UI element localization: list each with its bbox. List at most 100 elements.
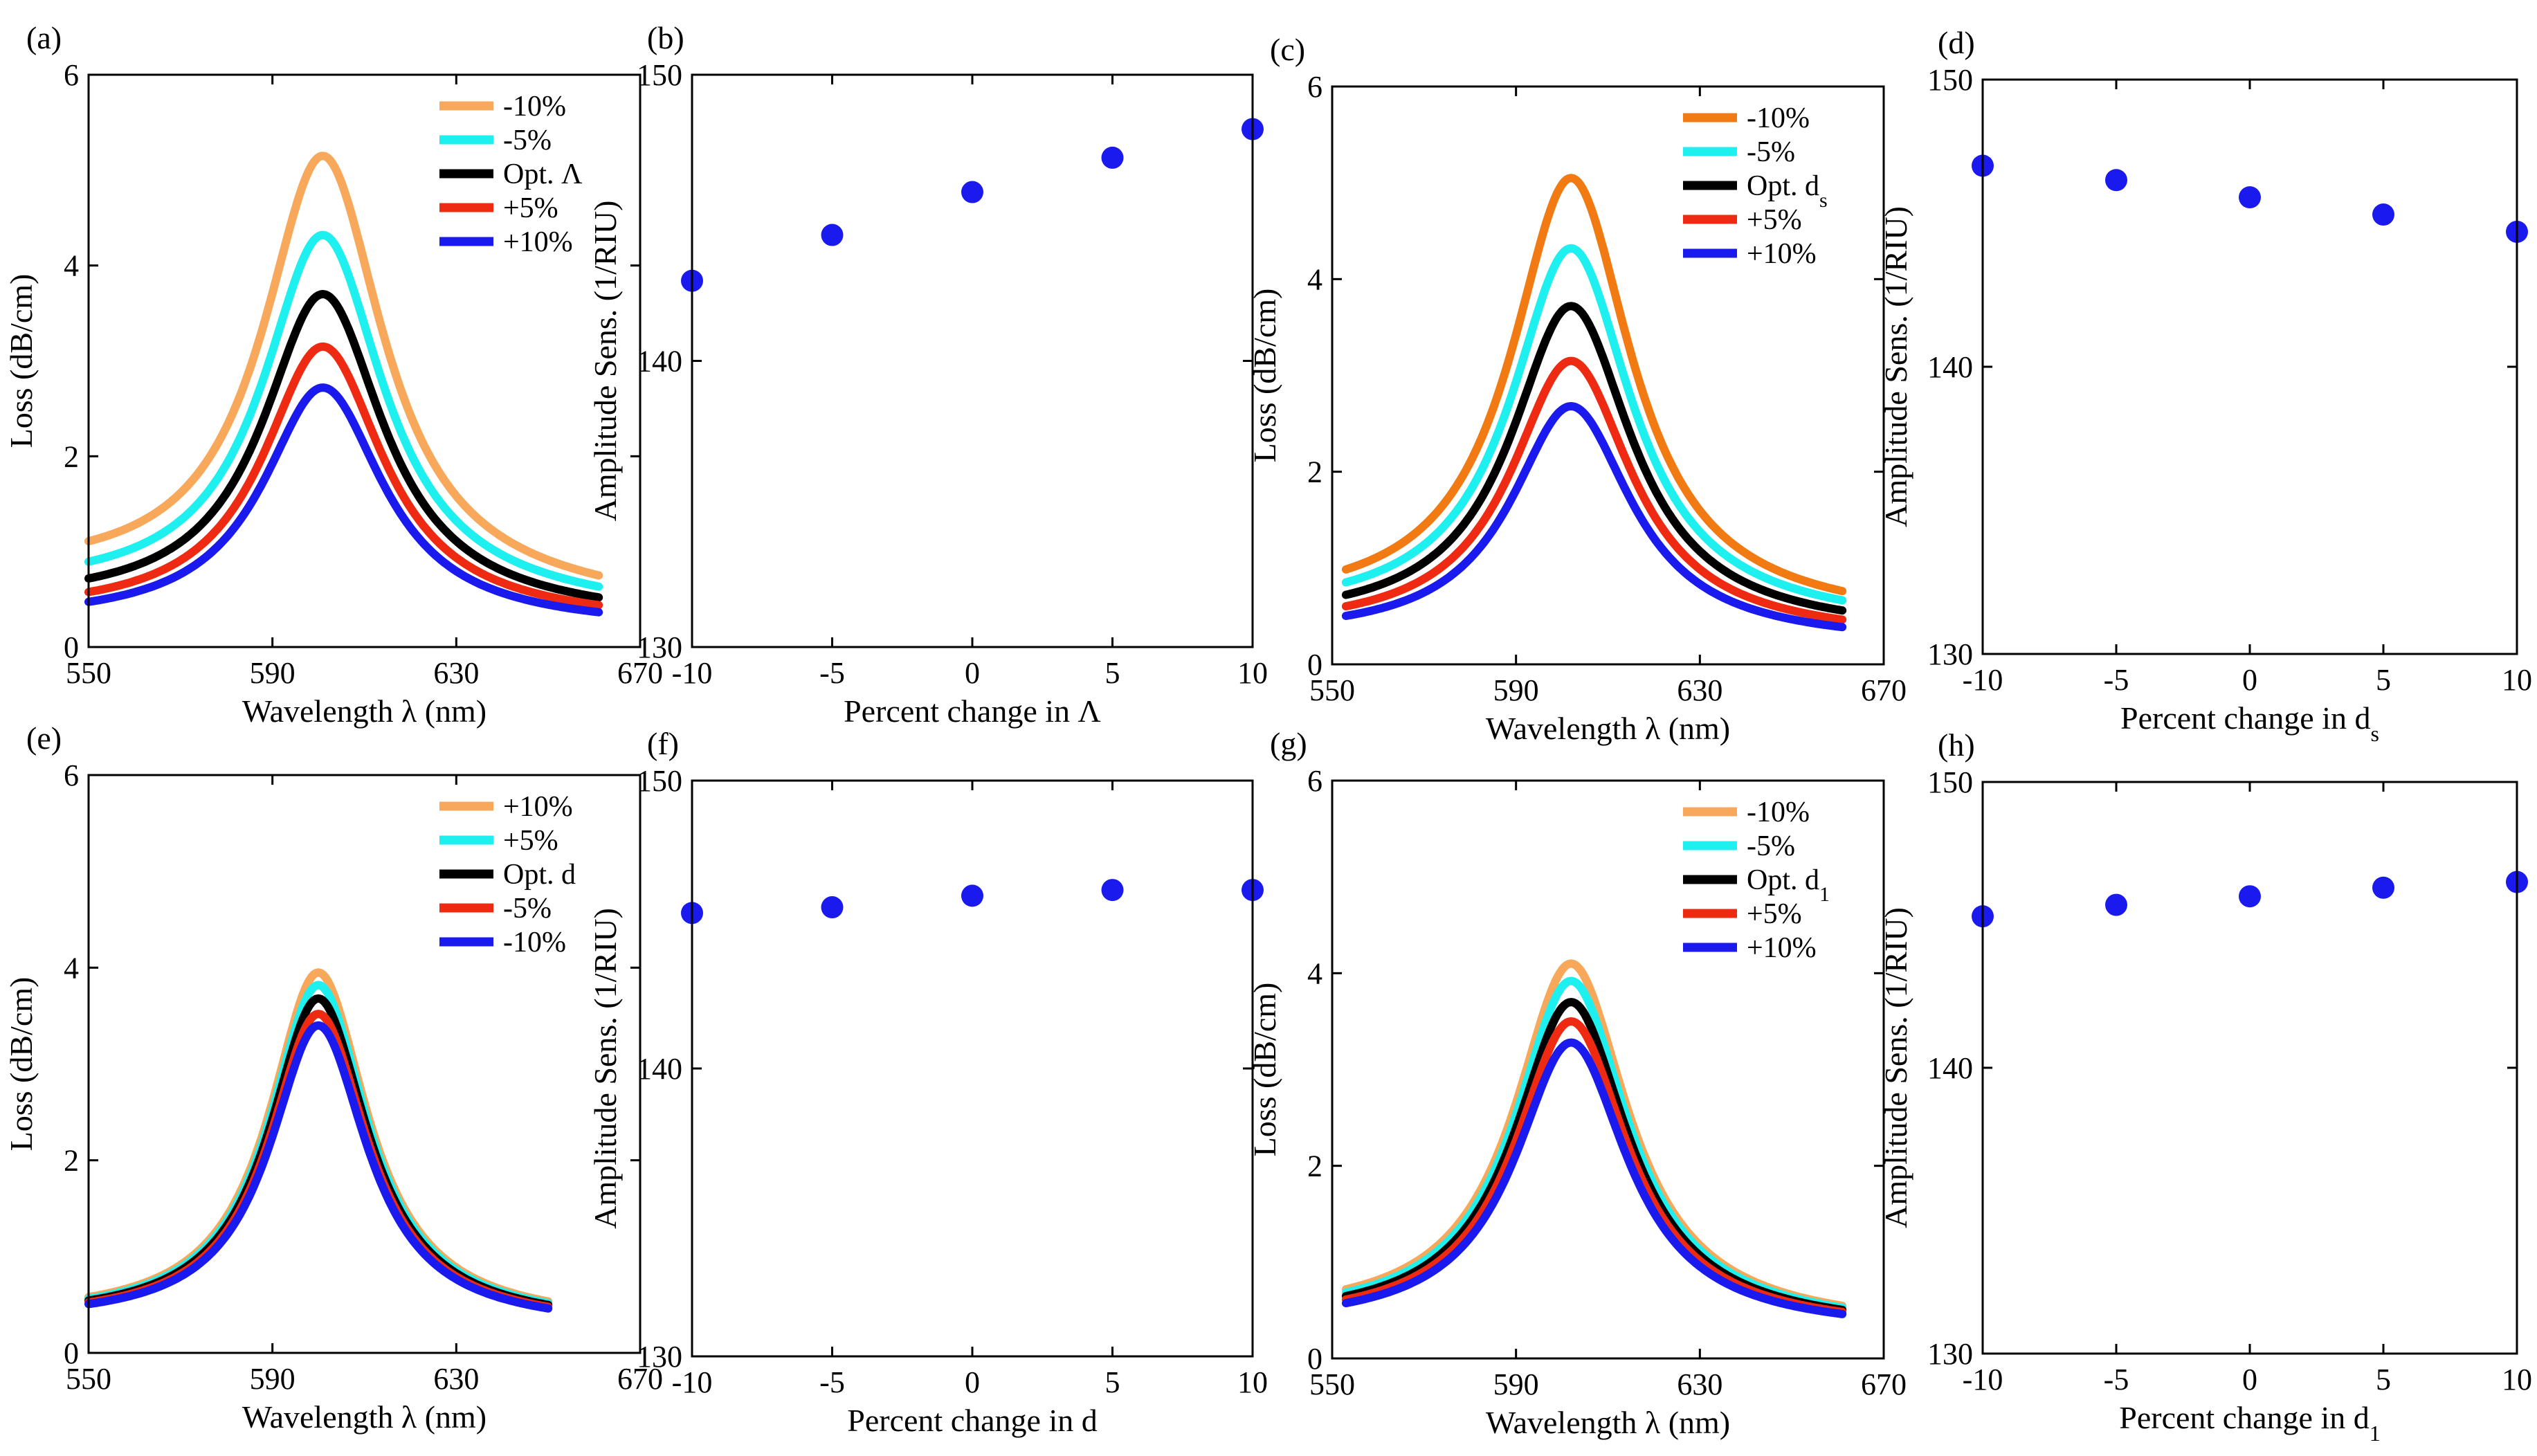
legend-label-0: +10% (503, 791, 573, 823)
y-tick-label: 150 (637, 764, 682, 798)
series-line-1 (1341, 244, 1847, 605)
series-line-2 (84, 290, 603, 602)
axes-frame (691, 73, 1254, 648)
x-tick-label: 670 (1861, 1367, 1907, 1401)
x-axis-label: Wavelength λ (nm) (1486, 1405, 1730, 1440)
chart-panel-d: -10 -5 0 5 10 130 140 150 Percent change in ds Am… (1878, 25, 2532, 746)
x-tick-label: 10 (1237, 656, 1268, 690)
x-tick-label: -10 (1963, 663, 2003, 697)
x-axis-label: Percent change in d (847, 1403, 1097, 1438)
legend-label-text: Opt. Λ (503, 158, 583, 190)
x-axis-label-text: Wavelength λ (nm) (242, 1399, 487, 1435)
axes-frame (691, 779, 1254, 1358)
series-line-4 (1341, 402, 1847, 632)
y-tick-label: 150 (1927, 765, 1973, 799)
legend-label-text: -10% (1747, 797, 1810, 828)
x-tick-label: -5 (2104, 1363, 2129, 1396)
y-tick-label: 6 (64, 758, 79, 792)
series-line-4 (1341, 1038, 1847, 1318)
x-axis-label: Percent change in d1 (2119, 1400, 2380, 1446)
series-line-3 (1341, 356, 1847, 624)
y-tick-label: 6 (1307, 70, 1322, 104)
panel-label: (a) (26, 20, 62, 55)
y-tick-label: 130 (637, 630, 682, 664)
series-line-4 (84, 1021, 553, 1313)
legend-label-text: +10% (503, 791, 573, 823)
legend-label-2: Opt. ds (1747, 170, 1828, 212)
series-line-1 (84, 230, 603, 591)
legend-label-1: -5% (1747, 830, 1795, 862)
legend-label-2: Opt. Λ (503, 158, 583, 190)
y-axis-label: Loss (dB/cm) (3, 274, 39, 448)
legend-label-4: -10% (503, 927, 566, 958)
data-point-3 (2372, 876, 2394, 899)
x-tick-label: 630 (1677, 673, 1722, 707)
data-point-3 (1101, 879, 1124, 902)
legend-label-3: +5% (1747, 204, 1802, 236)
x-tick-label: 0 (2242, 663, 2257, 697)
x-tick-label: -10 (1963, 1363, 2003, 1396)
chart-panel-a: 550 590 630 670 0 2 4 6 Wavelength λ (nm) Loss (d… (3, 20, 663, 729)
legend-label-4: +10% (503, 226, 573, 258)
legend-label-text: -5% (1747, 830, 1795, 862)
legend-label-3: -5% (503, 893, 552, 925)
x-tick-label: 5 (1105, 1365, 1120, 1399)
series-line-4 (84, 383, 603, 617)
legend-label-1: -5% (1747, 136, 1795, 168)
x-axis-label-text: Wavelength λ (nm) (1486, 711, 1730, 746)
x-axis-label-text: Wavelength λ (nm) (242, 693, 487, 729)
x-tick-label: 590 (1493, 1367, 1539, 1401)
x-axis-label-subscript: 1 (2370, 1421, 2381, 1446)
panel-label: (c) (1270, 32, 1305, 67)
y-axis-label: Amplitude Sens. (1/RIU) (588, 201, 623, 522)
y-tick-label: 2 (64, 439, 79, 473)
legend-label-text: +10% (1747, 238, 1817, 270)
x-tick-label: -5 (2104, 663, 2129, 697)
x-tick-label: -5 (819, 1365, 845, 1399)
axes-frame (1331, 85, 1885, 666)
x-axis-label: Wavelength λ (nm) (242, 1399, 487, 1435)
x-tick-label: 590 (1493, 673, 1539, 707)
legend-label-text: +10% (1747, 932, 1817, 964)
x-tick-label: -5 (819, 656, 845, 690)
legend-label-subscript: s (1819, 189, 1828, 212)
series-line-1 (84, 981, 553, 1308)
y-tick-label: 140 (637, 345, 682, 379)
legend-label-text: +5% (503, 192, 558, 224)
y-tick-label: 140 (1927, 350, 1973, 384)
data-point-2 (961, 884, 983, 907)
legend-label-subscript: 1 (1819, 883, 1830, 906)
x-tick-label: 5 (1105, 656, 1120, 690)
y-axis-label: Loss (dB/cm) (3, 977, 39, 1152)
panel-label: (f) (647, 726, 679, 761)
y-axis-label: Amplitude Sens. (1/RIU) (1878, 206, 1913, 527)
y-tick-label: 6 (64, 58, 79, 92)
x-axis-label: Wavelength λ (nm) (242, 693, 487, 729)
chart-panel-g: 550 590 630 670 0 2 4 6 Wavelength λ (nm) Loss (d… (1247, 726, 1907, 1440)
x-tick-label: 590 (250, 1362, 295, 1396)
legend-label-1: -5% (503, 125, 552, 156)
x-axis-label: Wavelength λ (nm) (1486, 711, 1730, 746)
legend-label-text: -5% (1747, 136, 1795, 168)
data-point-2 (2239, 186, 2261, 209)
chart-panel-h: -10 -5 0 5 10 130 140 150 Percent change in d1 Am… (1878, 727, 2532, 1446)
x-axis-label-text: Percent change in d (847, 1403, 1097, 1438)
legend-label-2: Opt. d1 (1747, 864, 1830, 906)
data-point-1 (821, 896, 844, 919)
y-tick-label: 2 (1307, 1149, 1322, 1183)
y-tick-label: 0 (64, 630, 79, 664)
legend-label-0: -10% (1747, 797, 1810, 828)
y-axis-label: Amplitude Sens. (1/RIU) (1878, 907, 1913, 1228)
panel-label: (e) (26, 720, 62, 756)
panel-label: (d) (1938, 25, 1975, 60)
chart-panel-f: -10 -5 0 5 10 130 140 150 Percent change in d Amp… (588, 726, 1268, 1438)
x-axis-label-text: Percent change in d (2120, 700, 2370, 736)
x-tick-label: 550 (1309, 1367, 1355, 1401)
y-axis-label: Loss (dB/cm) (1247, 289, 1282, 463)
axes-frame (87, 774, 642, 1354)
x-axis-label-text: Wavelength λ (nm) (1486, 1405, 1730, 1440)
chart-panel-c: 550 590 630 670 0 2 4 6 Wavelength λ (nm) Loss (d… (1247, 32, 1907, 746)
x-tick-label: 670 (617, 1362, 663, 1396)
legend-label-text: -10% (503, 91, 566, 122)
